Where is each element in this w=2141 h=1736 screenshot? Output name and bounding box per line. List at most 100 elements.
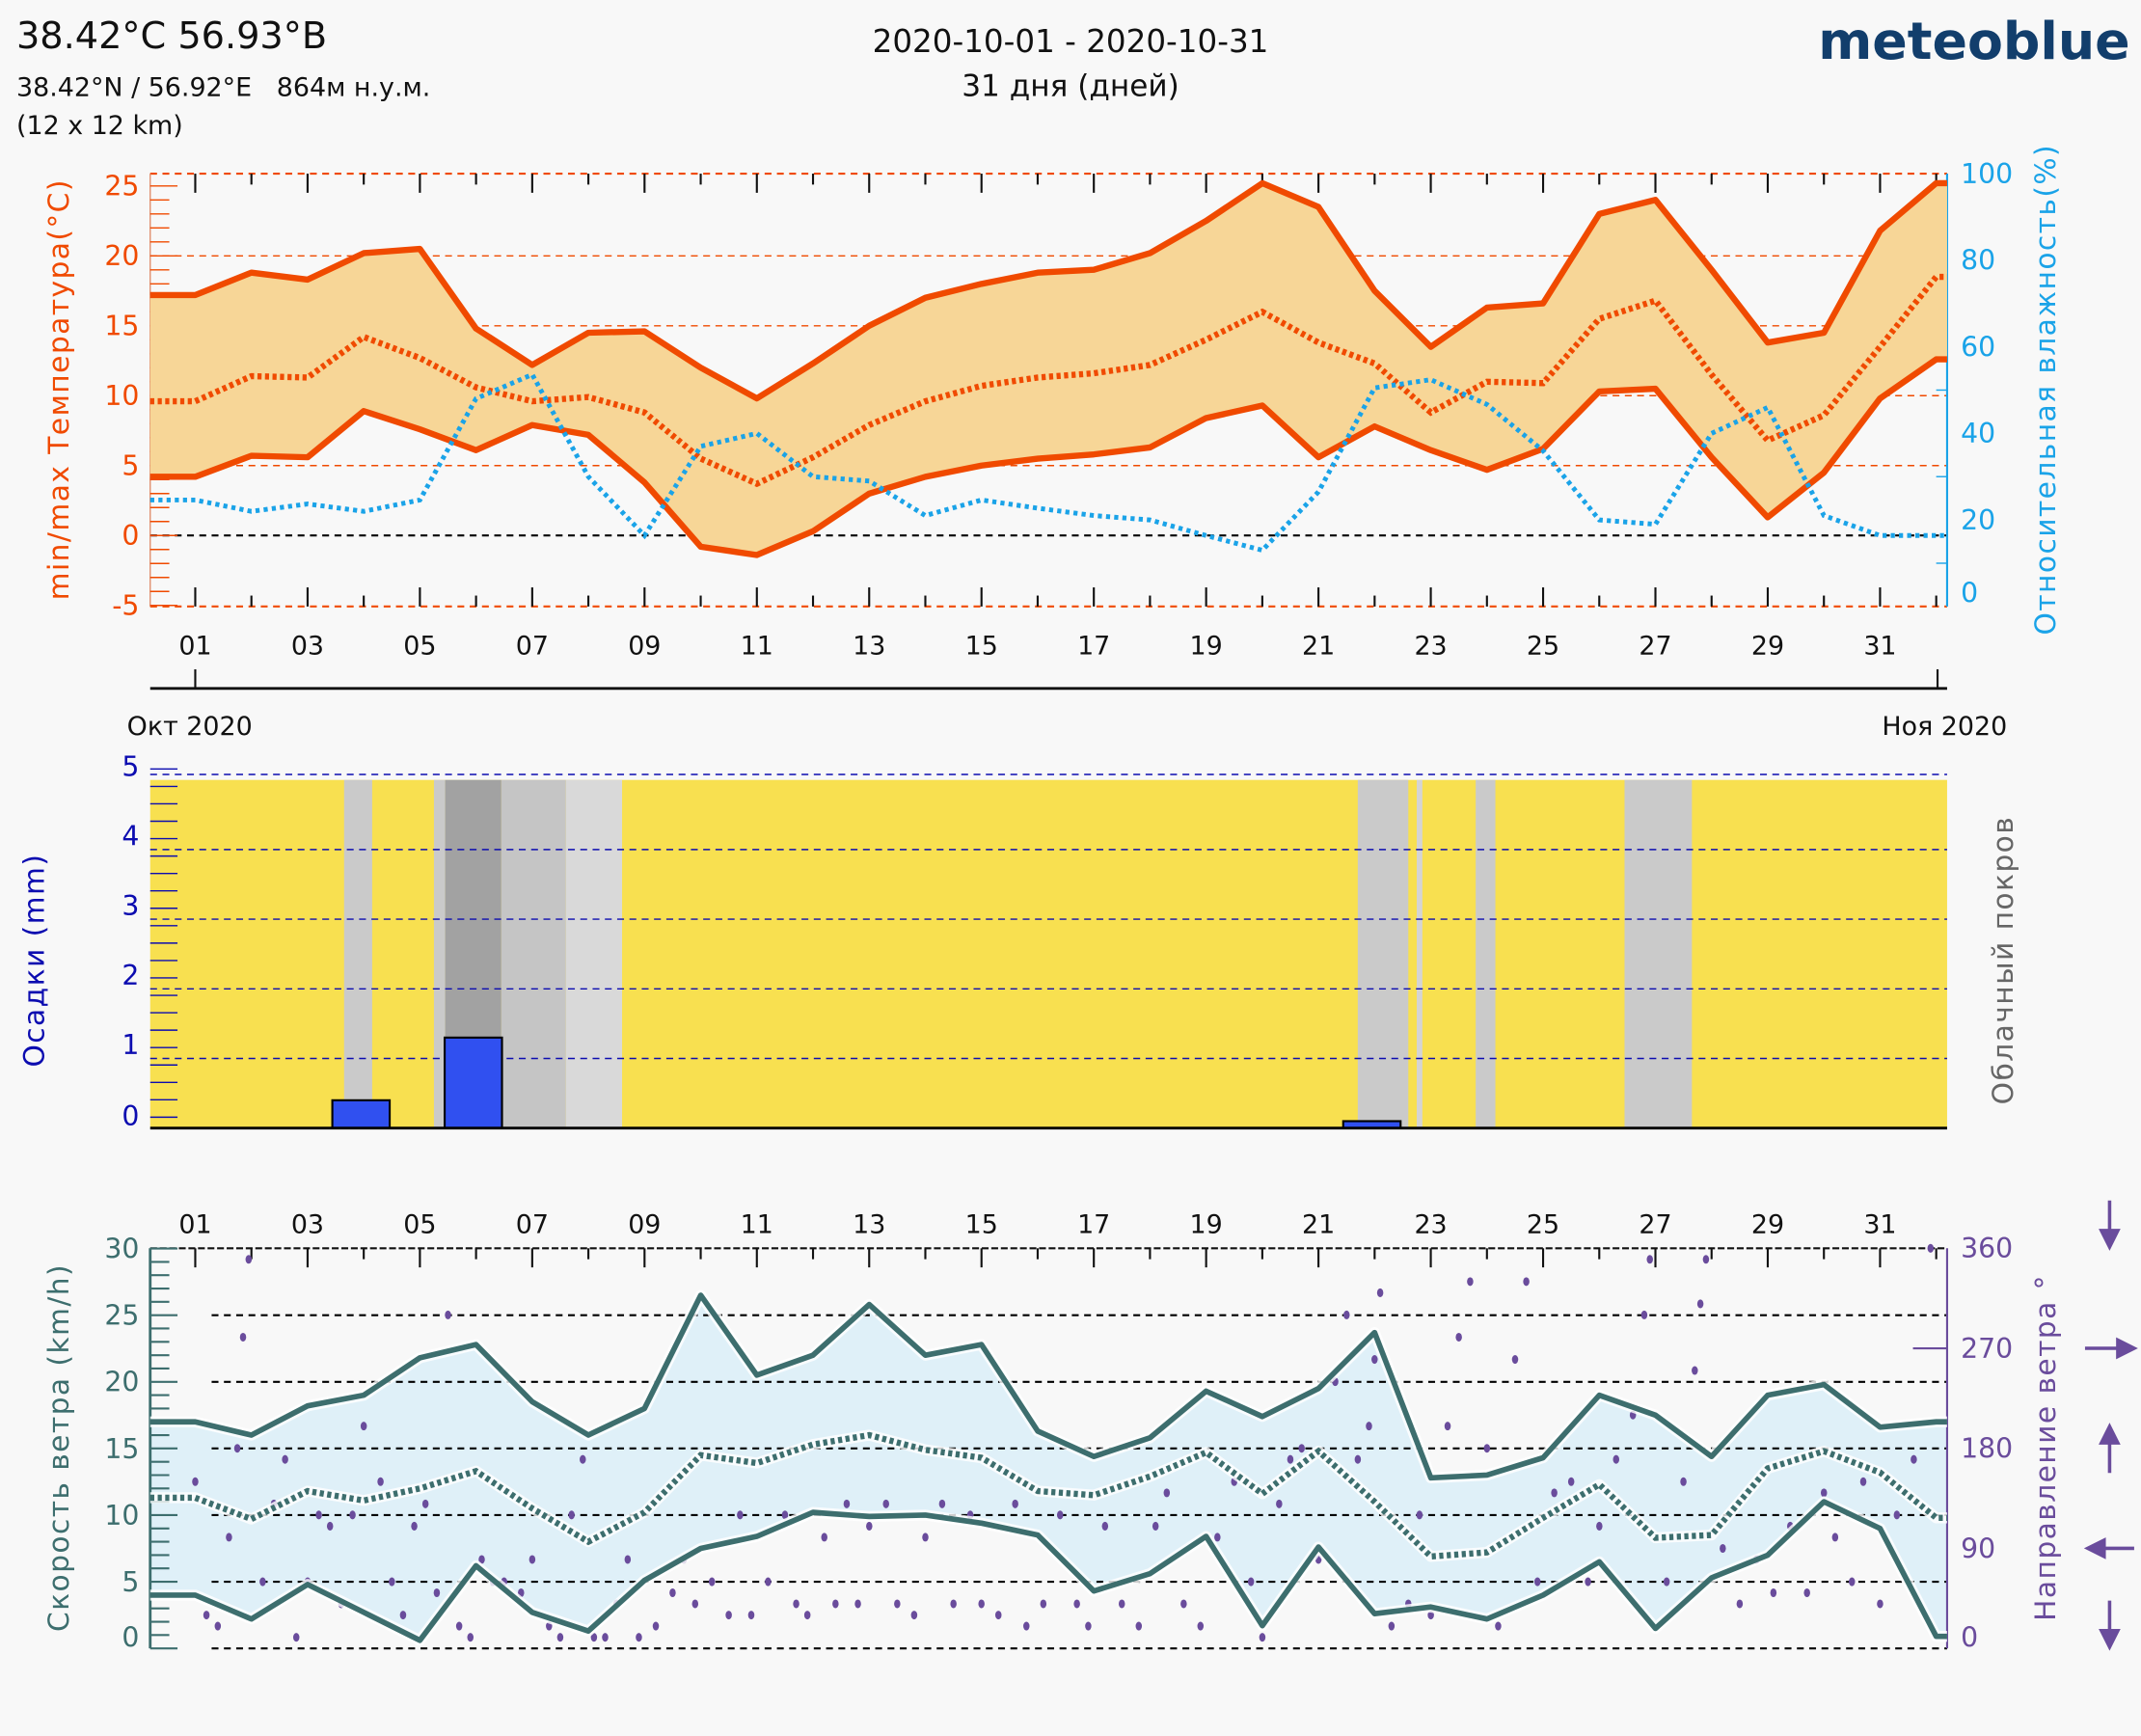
y-tick-label: 5 [122,750,139,782]
precipitation-bar [331,1099,392,1129]
wind-direction-dot [781,1510,789,1520]
wind-direction-dot [854,1599,861,1609]
x-tick-label: 29 [1751,631,1784,661]
wind-direction-dot [624,1555,632,1564]
x-tick-label: 23 [1414,631,1447,661]
temperature-axis-title: min/max Температура(°C) [42,178,76,600]
header: 38.42°C 56.93°В 38.42°N / 56.92°E 864м н… [16,11,2130,141]
min-temperature-line [149,356,1947,558]
x-tick-label: 21 [1302,1210,1335,1240]
wind-direction-dot [1911,1454,1917,1464]
cloud-band [501,779,566,1128]
wind-direction-dot [478,1555,485,1564]
wind-direction-dot [1927,1243,1935,1253]
wind-direction-dot [1849,1577,1856,1587]
wind-direction-dot [1523,1277,1530,1287]
y-tick-label: 15 [104,1433,139,1465]
precipitation-axis-title: Осадки (mm) [17,854,51,1068]
y-tick-label: 10 [104,1500,139,1532]
y-tick-label: 0 [122,520,139,552]
wind-direction-dot [1276,1499,1283,1508]
wind-direction-dot [832,1599,839,1609]
wind-direction-dot [1180,1599,1187,1609]
y2-tick-label: 270 [1961,1333,2013,1365]
arrow-right-icon [2084,1337,2138,1360]
wind-direction-dot [1343,1310,1350,1319]
x-tick-label: 31 [1863,631,1896,661]
wind-direction-dot [377,1477,384,1486]
x-tick-label: 27 [1639,631,1671,661]
wind-direction-dot [1692,1366,1698,1375]
day-count: 31 дня (дней) [962,68,1179,103]
x-tick-label: 01 [178,1210,211,1240]
meteoblue-logo: meteoblue [1818,11,2129,71]
wind-direction-dot [226,1533,232,1542]
temperature-range-fill [149,182,1947,556]
wind-direction-dot [1613,1454,1620,1464]
x-tick-label: 25 [1527,1210,1559,1240]
x-tick-label: 27 [1639,1210,1671,1240]
x-tick-label: 05 [403,1210,436,1240]
x-tick-label: 07 [516,1210,549,1240]
y2-tick-label: 20 [1961,504,1995,536]
y-tick-label: 3 [122,890,139,922]
wind-direction-dot [737,1510,744,1520]
wind-direction-dot [636,1633,642,1642]
wind-direction-dot [821,1533,827,1542]
wind-direction-dot [1214,1533,1221,1542]
wind-direction-dot [1012,1499,1018,1508]
max-wind-line [149,1292,1947,1481]
arrow-up-icon [2099,1423,2121,1474]
wind-direction-dot [1831,1533,1839,1542]
wind-direction-dot [259,1577,266,1587]
wind-direction-dot [1702,1255,1710,1264]
y-tick-label: 0 [122,1100,139,1132]
wind-direction-dot [568,1510,575,1520]
x-tick-label: 09 [628,1210,661,1240]
x-tick-label: 15 [965,631,998,661]
wind-direction-dot [1298,1444,1305,1453]
y-tick-label: 5 [122,450,139,482]
arrow-left-icon [2083,1537,2134,1560]
max-temperature-line [149,179,1947,402]
cloud-cover-axis-title: Облачный покров [1987,816,2020,1105]
cloud-band [565,779,623,1128]
wind-direction-dot [1135,1621,1143,1631]
y-tick-label: 10 [104,380,139,412]
x-tick-label: 13 [853,1210,885,1240]
wind-direction-dot [1023,1621,1030,1631]
wind-direction-dot [421,1499,429,1508]
x-tick-label: 05 [403,631,436,661]
x-tick-label: 25 [1527,631,1559,661]
wind-direction-dot [910,1611,918,1620]
wind-direction-dot [282,1454,288,1464]
x-tick-label: 03 [291,631,324,661]
x-tick-label: 19 [1190,631,1223,661]
wind-direction-dot [399,1611,407,1620]
y-tick-label: 25 [104,171,139,203]
wind-direction-dot [411,1521,418,1531]
cloud-band [343,779,372,1128]
wind-direction-dot [708,1577,716,1587]
wind-direction-dot [602,1633,609,1642]
wind-direction-dot [445,1310,451,1319]
wind-direction-dot [433,1587,441,1598]
wind-direction-dot [1163,1488,1171,1498]
wind-direction-dot [1118,1599,1125,1609]
wind-direction-dot [1073,1599,1080,1609]
wind-direction-dot [1444,1422,1451,1431]
coordinates: 38.42°N / 56.92°E 864м н.у.м. [16,72,430,102]
y2-tick-label: 180 [1961,1433,2013,1465]
y-tick-label: 2 [122,960,139,991]
month-label: Окт 2020 [127,712,253,742]
wind-direction-dot [1040,1599,1047,1609]
y-tick-label: -5 [112,590,139,622]
humidity-axis-title: Относительная влажность(%) [2029,144,2063,636]
mean-wind-line [149,1431,1947,1560]
wind-speed-axis-title: Скорость ветра (km/h) [42,1263,76,1632]
y2-tick-label: 100 [1961,158,2013,190]
x-tick-label: 09 [628,631,661,661]
y2-tick-label: 60 [1961,331,1995,363]
wind-direction-dot [1770,1587,1777,1598]
mean-temperature-line [149,273,1947,488]
